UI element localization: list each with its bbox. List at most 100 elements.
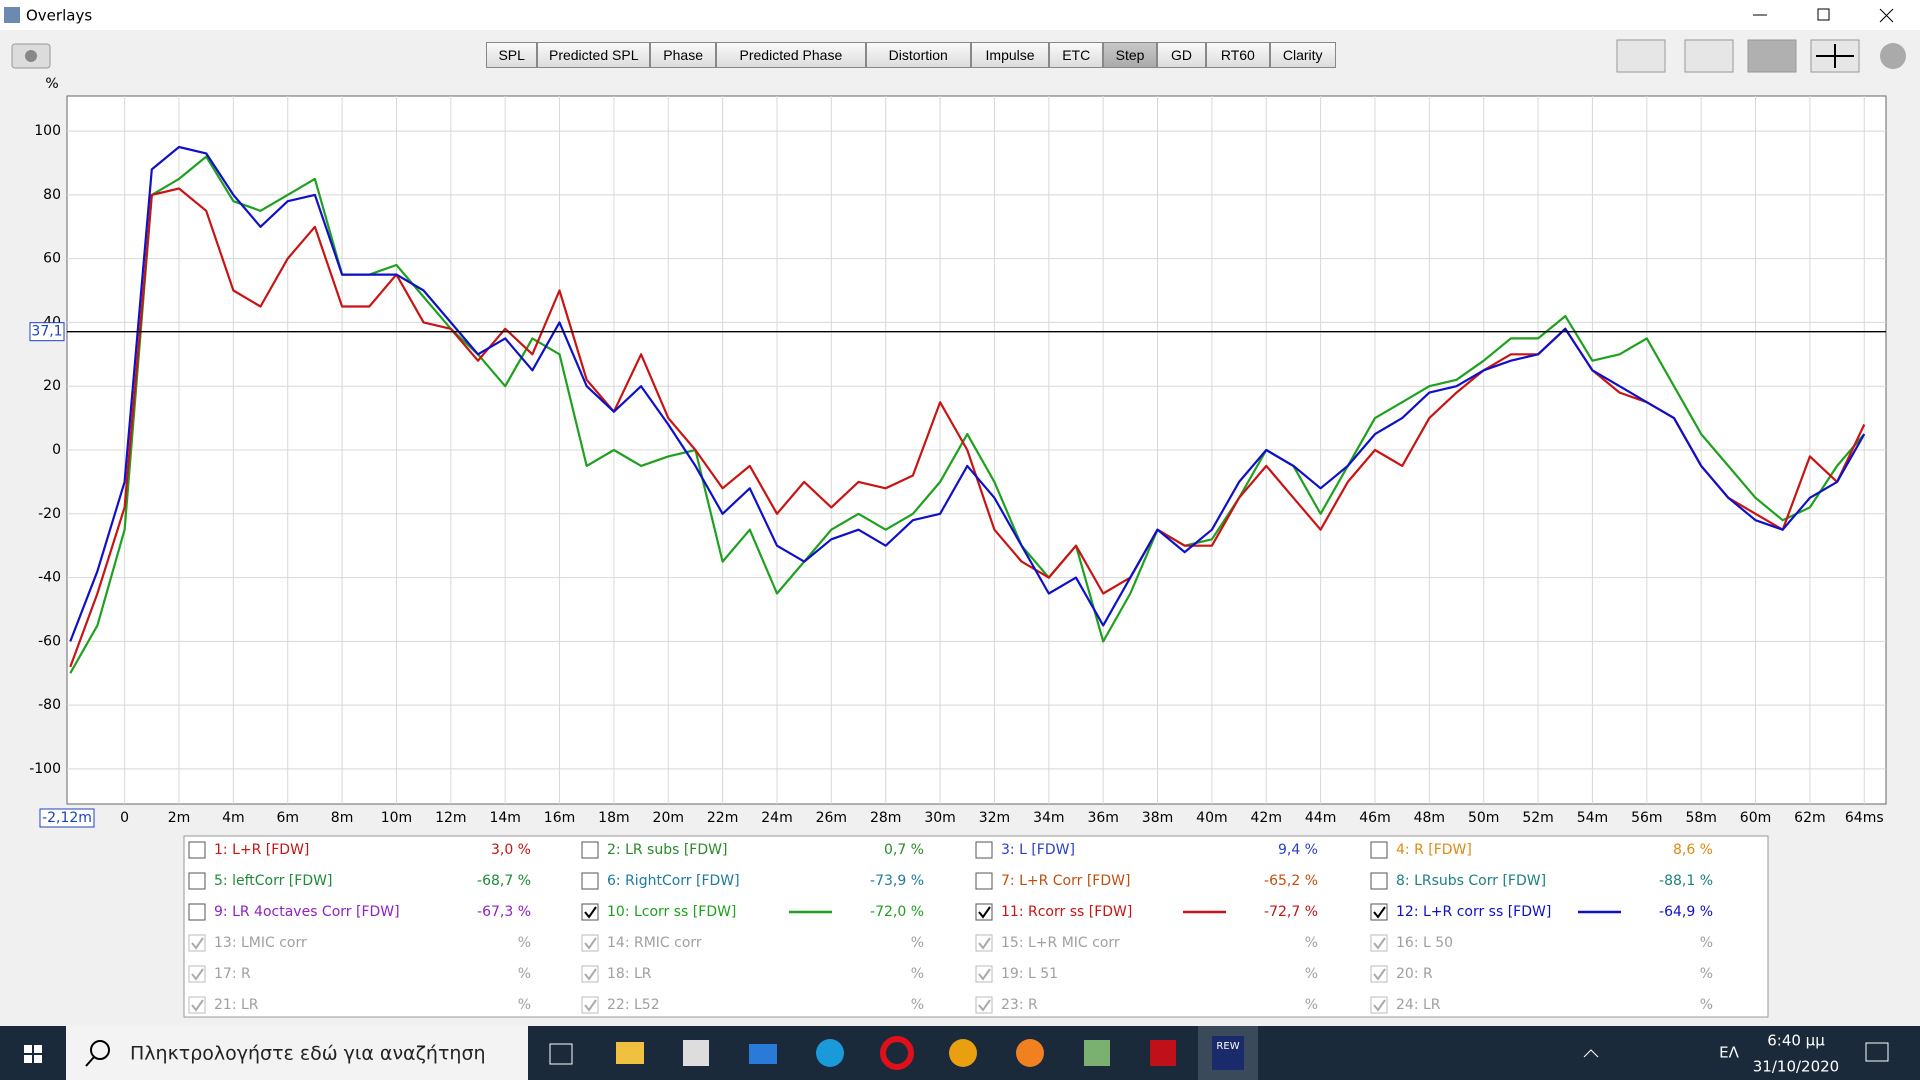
start-button[interactable] <box>24 1045 42 1063</box>
app-chrome[interactable] <box>949 1039 977 1067</box>
measurement-label: 8: LRsubs Corr [FDW] <box>1396 873 1546 889</box>
checkbox <box>975 934 993 952</box>
checkbox <box>188 965 206 983</box>
x-tick-label: 18m <box>598 810 629 826</box>
restore[interactable] <box>1817 8 1830 21</box>
measurement-reading: % <box>1305 966 1318 982</box>
measurement-label: 1: L+R [FDW] <box>214 842 309 858</box>
app-icon <box>4 7 20 23</box>
measurement-label: 4: R [FDW] <box>1396 842 1472 858</box>
clock-date[interactable]: 31/10/2020 <box>1753 1058 1839 1076</box>
measurement-label: 19: L 51 <box>1001 966 1058 982</box>
task-view[interactable] <box>549 1043 573 1065</box>
y-tick-label: 80 <box>43 187 61 203</box>
tab[interactable]: ETC <box>1049 42 1104 68</box>
pan-icon <box>1816 44 1854 68</box>
tab[interactable]: Clarity <box>1269 42 1336 68</box>
tab[interactable]: SPL <box>486 42 538 68</box>
tab[interactable]: RT60 <box>1206 42 1270 68</box>
tab[interactable]: GD <box>1157 42 1206 68</box>
settings-button[interactable] <box>1880 43 1906 69</box>
app-mail[interactable] <box>749 1044 777 1064</box>
checkbox[interactable] <box>975 872 993 890</box>
x-tick-label: 50m <box>1468 810 1499 826</box>
x-tick-label: 14m <box>489 810 520 826</box>
language[interactable]: ΕΛ <box>1719 1044 1739 1062</box>
y-tick-label: -20 <box>38 506 61 522</box>
y-tick-label: 20 <box>43 378 61 394</box>
measurement-label: 17: R <box>214 966 251 982</box>
y-axis-label: % <box>45 76 58 92</box>
y-tick-label: 100 <box>34 123 61 139</box>
tab[interactable]: Step <box>1103 42 1158 68</box>
measurement-label: 22: L52 <box>607 997 660 1013</box>
measurement-reading: 8,6 % <box>1673 842 1713 858</box>
tab[interactable]: Impulse <box>970 42 1050 68</box>
measurement-reading: -72,0 % <box>870 904 924 920</box>
checkmark <box>191 968 204 981</box>
app-opera[interactable] <box>880 1036 914 1070</box>
app-notes[interactable] <box>1084 1040 1110 1066</box>
measurement-reading: 0,7 % <box>884 842 924 858</box>
checkmark <box>1373 906 1386 919</box>
checkbox[interactable] <box>188 872 206 890</box>
search-icon <box>90 1040 110 1060</box>
x-tick-label: 28m <box>870 810 901 826</box>
measurement-label: 20: R <box>1396 966 1433 982</box>
app-rew[interactable] <box>1212 1036 1244 1070</box>
x-tick-label: 24m <box>761 810 792 826</box>
view-button[interactable] <box>1747 39 1797 73</box>
x-start-box <box>39 808 95 828</box>
x-tick-label: 62m <box>1794 810 1825 826</box>
x-tick-label: 32m <box>979 810 1010 826</box>
measurement-label: 16: L 50 <box>1396 935 1453 951</box>
measurement-reading: % <box>518 997 531 1013</box>
app-edge[interactable] <box>816 1039 844 1067</box>
checkbox[interactable] <box>188 841 206 859</box>
search-icon <box>85 1056 95 1067</box>
search-box[interactable] <box>66 1026 528 1080</box>
app-game[interactable] <box>1150 1040 1176 1066</box>
y-tick-label: -60 <box>38 633 61 649</box>
checkbox[interactable] <box>581 872 599 890</box>
tab[interactable]: Phase <box>650 42 717 68</box>
close[interactable] <box>1879 8 1894 23</box>
grid <box>67 96 1886 804</box>
view-button[interactable] <box>1616 39 1666 73</box>
measurement-label: 13: LMIC corr <box>214 935 307 951</box>
tray-chevron[interactable] <box>1583 1049 1599 1058</box>
legend-panel <box>183 835 1769 1018</box>
tab[interactable]: Predicted SPL <box>537 42 651 68</box>
notifications[interactable] <box>1865 1042 1889 1062</box>
checkbox[interactable] <box>1370 872 1388 890</box>
checkbox[interactable] <box>581 903 599 921</box>
checkbox[interactable] <box>975 903 993 921</box>
measurement-reading: 9,4 % <box>1278 842 1318 858</box>
measurement-label: 9: LR 4octaves Corr [FDW] <box>214 904 400 920</box>
clock-time[interactable]: 6:40 μμ <box>1767 1032 1825 1050</box>
app-explorer[interactable] <box>616 1042 644 1064</box>
checkbox[interactable] <box>1370 903 1388 921</box>
title-bar <box>0 0 1920 30</box>
checkbox[interactable] <box>1370 841 1388 859</box>
checkbox[interactable] <box>581 841 599 859</box>
measurement-label: 14: RMIC corr <box>607 935 702 951</box>
app-store[interactable] <box>683 1040 709 1066</box>
y-tick-label: -80 <box>38 697 61 713</box>
cursor-label: 37,1 <box>31 324 62 340</box>
x-tick-label: 26m <box>816 810 847 826</box>
app-browser[interactable] <box>1016 1039 1044 1067</box>
checkbox[interactable] <box>188 903 206 921</box>
checkbox[interactable] <box>975 841 993 859</box>
x-tick-label: 60m <box>1740 810 1771 826</box>
view-button[interactable] <box>1684 39 1734 73</box>
measurement-reading: -67,3 % <box>477 904 531 920</box>
checkbox <box>581 965 599 983</box>
checkmark <box>978 906 991 919</box>
x-tick-label: 54m <box>1577 810 1608 826</box>
measurement-reading: % <box>1700 966 1713 982</box>
tab[interactable]: Predicted Phase <box>716 42 866 68</box>
tab[interactable]: Distortion <box>865 42 971 68</box>
